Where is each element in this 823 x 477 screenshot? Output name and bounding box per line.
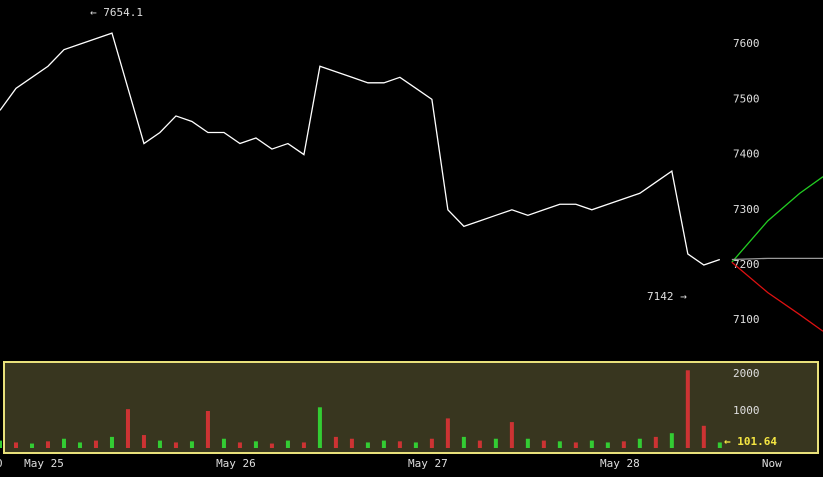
volume-bar xyxy=(189,441,194,448)
volume-bar xyxy=(29,443,34,448)
y-tick-label: 7200 xyxy=(733,258,760,271)
volume-bar xyxy=(541,440,546,448)
volume-bar xyxy=(525,438,530,448)
y-tick-label: 7500 xyxy=(733,92,760,105)
last-volume-label: ← 101.64 xyxy=(724,435,777,448)
x-tick-label: May 27 xyxy=(408,457,448,470)
volume-bar xyxy=(509,422,514,448)
y-tick-label: 1000 xyxy=(733,404,760,417)
volume-bar xyxy=(365,442,370,448)
volume-bar xyxy=(0,440,2,448)
volume-bar xyxy=(685,370,690,448)
volume-bar xyxy=(205,410,210,448)
volume-bar xyxy=(717,442,722,448)
volume-bar xyxy=(637,438,642,448)
y-tick-label: 2000 xyxy=(733,367,760,380)
volume-bar xyxy=(173,442,178,448)
volume-bar xyxy=(77,442,82,448)
volume-bar xyxy=(589,440,594,448)
high-label: ← 7654.1 xyxy=(90,6,143,19)
y-tick-label: 7100 xyxy=(733,313,760,326)
volume-bar xyxy=(621,441,626,448)
y-tick-label: 7300 xyxy=(733,203,760,216)
volume-bar xyxy=(237,442,242,448)
volume-bar xyxy=(125,409,130,448)
volume-bar xyxy=(285,440,290,448)
volume-bar xyxy=(493,438,498,448)
volume-bar xyxy=(333,436,338,448)
volume-bar xyxy=(109,436,114,448)
x-tick-label: 30 xyxy=(0,457,3,470)
projection-line xyxy=(731,261,823,332)
volume-bar xyxy=(445,418,450,448)
volume-bar xyxy=(381,440,386,448)
volume-bar xyxy=(157,440,162,448)
volume-bar xyxy=(557,441,562,448)
price-line xyxy=(0,32,721,266)
volume-bar xyxy=(413,442,418,448)
low-label: 7142 → xyxy=(647,290,687,303)
volume-bar xyxy=(269,443,274,448)
volume-bar xyxy=(221,438,226,448)
volume-bar xyxy=(253,441,258,448)
volume-bar xyxy=(61,438,66,448)
volume-bar xyxy=(349,438,354,448)
volume-bar xyxy=(141,435,146,448)
volume-bar xyxy=(45,441,50,448)
volume-bar xyxy=(429,438,434,448)
volume-bar xyxy=(93,440,98,448)
projection-line xyxy=(731,176,823,263)
x-tick-label: May 26 xyxy=(216,457,256,470)
volume-bar xyxy=(669,433,674,448)
volume-bar xyxy=(653,436,658,448)
projection-line xyxy=(731,257,823,261)
volume-bar xyxy=(317,407,322,448)
volume-bar xyxy=(477,440,482,448)
x-tick-label: May 25 xyxy=(24,457,64,470)
volume-bar xyxy=(461,436,466,448)
x-tick-label: May 28 xyxy=(600,457,640,470)
volume-bar xyxy=(301,442,306,448)
volume-bar xyxy=(701,425,706,448)
volume-bar xyxy=(605,442,610,448)
volume-bar xyxy=(573,442,578,448)
x-tick-label: Now xyxy=(762,457,782,470)
y-tick-label: 7600 xyxy=(733,37,760,50)
volume-bar xyxy=(397,441,402,448)
volume-panel xyxy=(3,361,819,454)
volume-bar xyxy=(13,442,18,448)
y-tick-label: 7400 xyxy=(733,148,760,161)
